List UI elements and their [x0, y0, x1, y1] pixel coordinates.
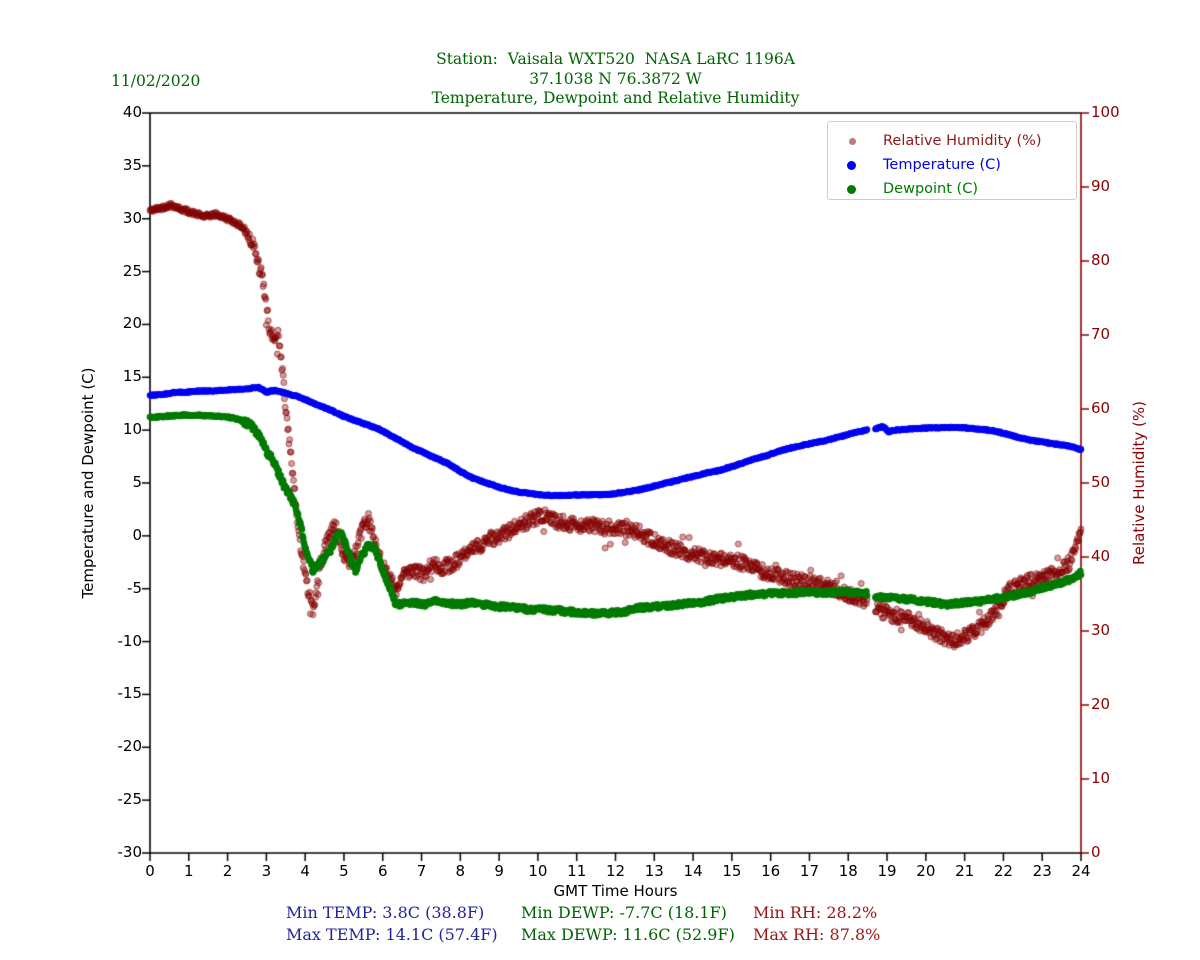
- x-tick-label: 4: [300, 862, 310, 880]
- x-tick-label: 8: [455, 862, 466, 880]
- y-right-tick-label: 10: [1091, 769, 1111, 787]
- y-right-tick-label: 40: [1091, 547, 1111, 565]
- y-left-tick-label: 40: [122, 103, 142, 121]
- max-temp-stat: Max TEMP: 14.1C (57.4F): [286, 925, 498, 944]
- x-tick-label: 2: [222, 862, 233, 880]
- y-right-tick-label: 0: [1091, 843, 1101, 861]
- y-left-tick-label: 10: [122, 420, 142, 439]
- min-rh-stat: Min RH: 28.2%: [753, 903, 878, 922]
- y-right-tick-label: 80: [1091, 251, 1111, 269]
- y-right-tick-label: 70: [1091, 325, 1111, 343]
- y-left-tick-label: -15: [117, 684, 143, 703]
- min-temp-stat: Min TEMP: 3.8C (38.8F): [286, 903, 485, 922]
- legend-label: Relative Humidity (%): [883, 133, 1042, 149]
- x-tick-label: 24: [1071, 862, 1091, 880]
- x-axis-label: GMT Time Hours: [553, 882, 678, 900]
- dewpoint-marker-icon: [847, 184, 856, 194]
- y-left-tick-label: 35: [122, 155, 142, 174]
- x-tick-label: 20: [916, 862, 936, 880]
- humidity-marker-icon: [848, 137, 856, 145]
- y-left-tick-label: 30: [122, 208, 142, 227]
- y-right-tick-label: 100: [1091, 103, 1120, 121]
- x-tick-label: 9: [494, 862, 504, 880]
- x-tick-label: 12: [605, 862, 626, 880]
- y-left-tick-label: -5: [127, 578, 142, 597]
- legend-label: Dewpoint (C): [883, 181, 978, 197]
- legend: Relative Humidity (%) Temperature (C) De…: [827, 121, 1077, 200]
- y-left-tick-label: 20: [122, 314, 142, 333]
- x-tick-label: 6: [377, 862, 388, 880]
- x-tick-label: 22: [993, 862, 1013, 880]
- y-left-tick-label: -20: [117, 737, 143, 756]
- y-left-tick-label: 5: [132, 473, 142, 491]
- legend-item-dewpoint: Dewpoint (C): [828, 177, 1076, 201]
- x-tick-label: 5: [339, 862, 349, 880]
- y-left-tick-label: -10: [117, 631, 143, 650]
- y-right-tick-label: 20: [1091, 695, 1111, 713]
- title-line-station: Station: Vaisala WXT520 NASA LaRC 1196A: [436, 50, 795, 68]
- x-tick-label: 17: [799, 862, 819, 880]
- legend-label: Temperature (C): [883, 157, 1001, 173]
- max-dewp-stat: Max DEWP: 11.6C (52.9F): [521, 925, 735, 944]
- title-line-coordinates: 37.1038 N 76.3872 W: [529, 69, 702, 88]
- min-dewp-stat: Min DEWP: -7.7C (18.1F): [521, 903, 727, 922]
- x-tick-label: 7: [416, 862, 427, 880]
- y-right-tick-label: 30: [1091, 621, 1111, 639]
- x-tick-label: 1: [184, 862, 194, 880]
- x-tick-label: 19: [877, 862, 897, 880]
- x-tick-label: 16: [761, 862, 781, 880]
- x-tick-label: 3: [261, 862, 272, 880]
- title-line-subtitle: Temperature, Dewpoint and Relative Humid…: [431, 89, 800, 107]
- date-label: 11/02/2020: [111, 72, 201, 90]
- y-left-tick-label: 15: [122, 367, 142, 386]
- y-left-tick-label: -30: [117, 843, 143, 861]
- y-axis-label-right: Relative Humidity (%): [1130, 401, 1148, 565]
- temperature-marker-icon: [847, 160, 856, 170]
- legend-item-relative-humidity: Relative Humidity (%): [828, 129, 1076, 153]
- x-tick-label: 23: [1032, 862, 1052, 880]
- chart-title: Station: Vaisala WXT520 NASA LaRC 1196A …: [150, 50, 1081, 109]
- x-tick-label: 21: [955, 862, 975, 880]
- x-tick-label: 14: [683, 862, 703, 880]
- y-right-tick-label: 50: [1091, 473, 1111, 491]
- y-left-tick-label: -25: [117, 790, 143, 809]
- y-left-tick-label: 0: [132, 525, 142, 544]
- x-tick-label: 11: [567, 862, 587, 880]
- x-tick-label: 13: [644, 862, 664, 880]
- x-tick-label: 18: [838, 862, 858, 880]
- max-rh-stat: Max RH: 87.8%: [753, 925, 881, 944]
- legend-item-temperature: Temperature (C): [828, 153, 1076, 177]
- y-right-tick-label: 60: [1091, 399, 1111, 417]
- x-tick-label: 0: [145, 862, 155, 880]
- x-tick-label: 15: [722, 862, 742, 880]
- y-right-tick-label: 90: [1091, 177, 1111, 195]
- x-tick-label: 10: [528, 862, 548, 880]
- y-left-tick-label: 25: [122, 261, 142, 280]
